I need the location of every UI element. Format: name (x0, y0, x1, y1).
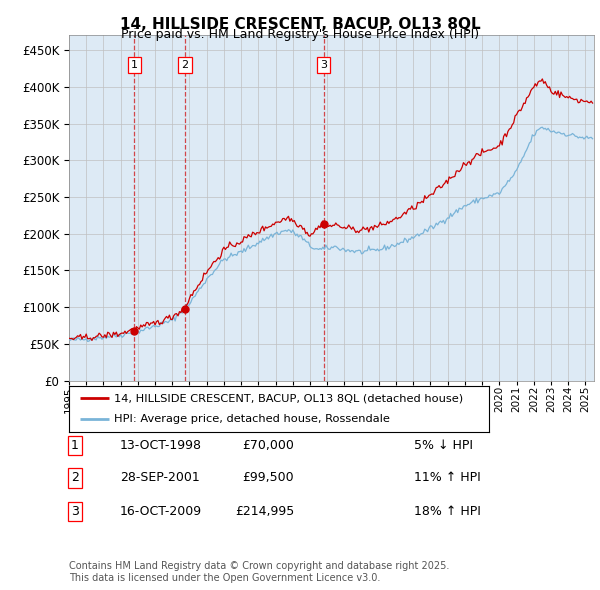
Text: 2: 2 (71, 471, 79, 484)
Text: 1: 1 (131, 60, 138, 70)
Text: 3: 3 (71, 505, 79, 518)
Text: 2: 2 (181, 60, 188, 70)
Text: 11% ↑ HPI: 11% ↑ HPI (414, 471, 481, 484)
Text: £99,500: £99,500 (242, 471, 294, 484)
Text: 3: 3 (320, 60, 327, 70)
Text: 5% ↓ HPI: 5% ↓ HPI (414, 439, 473, 452)
Text: 14, HILLSIDE CRESCENT, BACUP, OL13 8QL: 14, HILLSIDE CRESCENT, BACUP, OL13 8QL (119, 17, 481, 31)
Text: 1: 1 (71, 439, 79, 452)
Text: 28-SEP-2001: 28-SEP-2001 (120, 471, 200, 484)
Text: HPI: Average price, detached house, Rossendale: HPI: Average price, detached house, Ross… (115, 414, 390, 424)
Text: 18% ↑ HPI: 18% ↑ HPI (414, 505, 481, 518)
Text: £214,995: £214,995 (235, 505, 294, 518)
Text: 16-OCT-2009: 16-OCT-2009 (120, 505, 202, 518)
Text: Price paid vs. HM Land Registry's House Price Index (HPI): Price paid vs. HM Land Registry's House … (121, 28, 479, 41)
Text: Contains HM Land Registry data © Crown copyright and database right 2025.
This d: Contains HM Land Registry data © Crown c… (69, 561, 449, 583)
Text: 13-OCT-1998: 13-OCT-1998 (120, 439, 202, 452)
Text: £70,000: £70,000 (242, 439, 294, 452)
Text: 14, HILLSIDE CRESCENT, BACUP, OL13 8QL (detached house): 14, HILLSIDE CRESCENT, BACUP, OL13 8QL (… (115, 394, 463, 404)
